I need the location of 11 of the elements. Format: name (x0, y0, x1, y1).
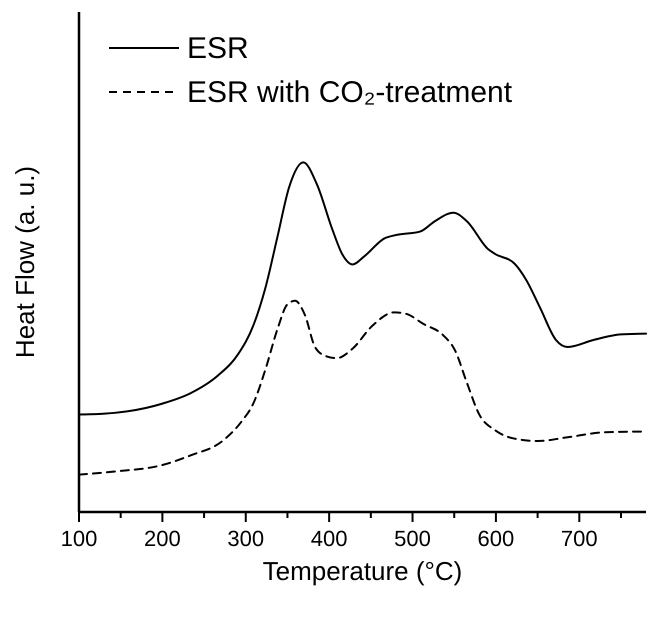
x-tick-label: 500 (394, 526, 431, 551)
x-tick-label: 200 (144, 526, 181, 551)
x-tick-label: 300 (227, 526, 264, 551)
legend-label: ESR (187, 32, 249, 65)
x-axis-title: Temperature (°C) (262, 556, 462, 586)
x-tick-label: 700 (560, 526, 598, 551)
x-tick-label: 600 (478, 526, 514, 551)
x-tick-label: 400 (310, 526, 348, 551)
y-axis-title: Heat Flow (a. u.) (10, 166, 40, 358)
x-tick-label: 100 (60, 526, 98, 551)
legend-label: ESR with CO₂-treatment (187, 76, 513, 109)
